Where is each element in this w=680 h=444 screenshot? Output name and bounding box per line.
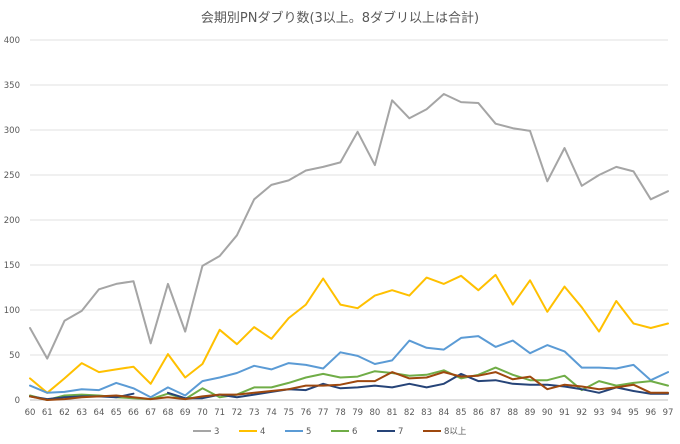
x-tick-label: 86 [473, 408, 484, 418]
x-tick-label: 62 [59, 408, 70, 418]
series-lines [29, 93, 669, 401]
x-tick-label: 84 [438, 408, 449, 418]
x-tick-label: 77 [318, 408, 329, 418]
x-tick-label: 97 [663, 408, 674, 418]
series-line-1 [29, 273, 669, 394]
x-tick-label: 76 [300, 408, 311, 418]
series-line-0 [29, 93, 669, 360]
x-tick-label: 71 [214, 408, 225, 418]
x-tick-label: 91 [559, 408, 570, 418]
x-tick-label: 74 [266, 408, 277, 418]
x-tick-label: 69 [180, 408, 191, 418]
y-tick-label: 250 [4, 171, 20, 181]
x-axis-ticks: 60 61 62 63 64 65 66 67 68 69 70 71 72 73 74 75 76 77 78 79… [25, 408, 674, 418]
legend-label: 8以上 [444, 427, 467, 437]
y-tick-label: 50 [9, 351, 20, 361]
x-tick-label: 65 [111, 408, 122, 418]
legend-item: 5 [285, 427, 311, 437]
x-tick-label: 66 [128, 408, 139, 418]
x-tick-label: 63 [76, 408, 87, 418]
x-tick-label: 85 [456, 408, 467, 418]
y-tick-label: 300 [4, 126, 20, 136]
x-tick-label: 61 [42, 408, 53, 418]
x-tick-label: 73 [249, 408, 260, 418]
x-tick-label: 88 [507, 408, 518, 418]
x-tick-label: 64 [94, 408, 105, 418]
y-tick-label: 200 [4, 216, 20, 226]
x-tick-label: 70 [197, 408, 208, 418]
legend-label: 4 [260, 427, 265, 437]
x-tick-label: 83 [421, 408, 432, 418]
legend-label: 7 [398, 427, 403, 437]
x-tick-label: 82 [404, 408, 415, 418]
y-tick-label: 0 [15, 396, 20, 406]
x-tick-label: 79 [352, 408, 363, 418]
legend-item: 6 [331, 427, 357, 437]
legend-label: 3 [214, 427, 219, 437]
legend-label: 6 [352, 427, 357, 437]
y-tick-label: 100 [4, 306, 20, 316]
x-tick-label: 68 [163, 408, 174, 418]
x-tick-label: 92 [576, 408, 587, 418]
legend: 3 4 5 6 7 8以上 [193, 427, 467, 437]
x-tick-label: 80 [369, 408, 380, 418]
series-line-5 [29, 371, 669, 401]
gridlines [30, 39, 668, 401]
x-tick-label: 78 [335, 408, 346, 418]
y-tick-label: 400 [4, 36, 20, 46]
y-tick-label: 150 [4, 261, 20, 271]
x-tick-label: 95 [628, 408, 639, 418]
x-tick-label: 81 [387, 408, 398, 418]
x-tick-label: 67 [145, 408, 156, 418]
x-tick-label: 93 [594, 408, 605, 418]
chart-title: 会期別PNダブり数(3以上。8ダブリ以上は合計) [201, 10, 479, 26]
x-tick-label: 96 [645, 408, 656, 418]
y-tick-label: 350 [4, 81, 20, 91]
x-tick-label: 60 [25, 408, 36, 418]
x-tick-label: 89 [525, 408, 536, 418]
legend-label: 5 [306, 427, 311, 437]
y-axis-ticks: 0 50 100 150 200 250 300 350 400 [4, 36, 20, 406]
x-tick-label: 94 [611, 408, 622, 418]
series-line-2 [29, 335, 669, 399]
x-tick-label: 72 [232, 408, 243, 418]
x-tick-label: 90 [542, 408, 553, 418]
x-tick-label: 87 [490, 408, 501, 418]
legend-item: 8以上 [423, 427, 467, 437]
legend-item: 4 [239, 427, 265, 437]
legend-item: 7 [377, 427, 403, 437]
x-tick-label: 75 [283, 408, 294, 418]
legend-item: 3 [193, 427, 219, 437]
